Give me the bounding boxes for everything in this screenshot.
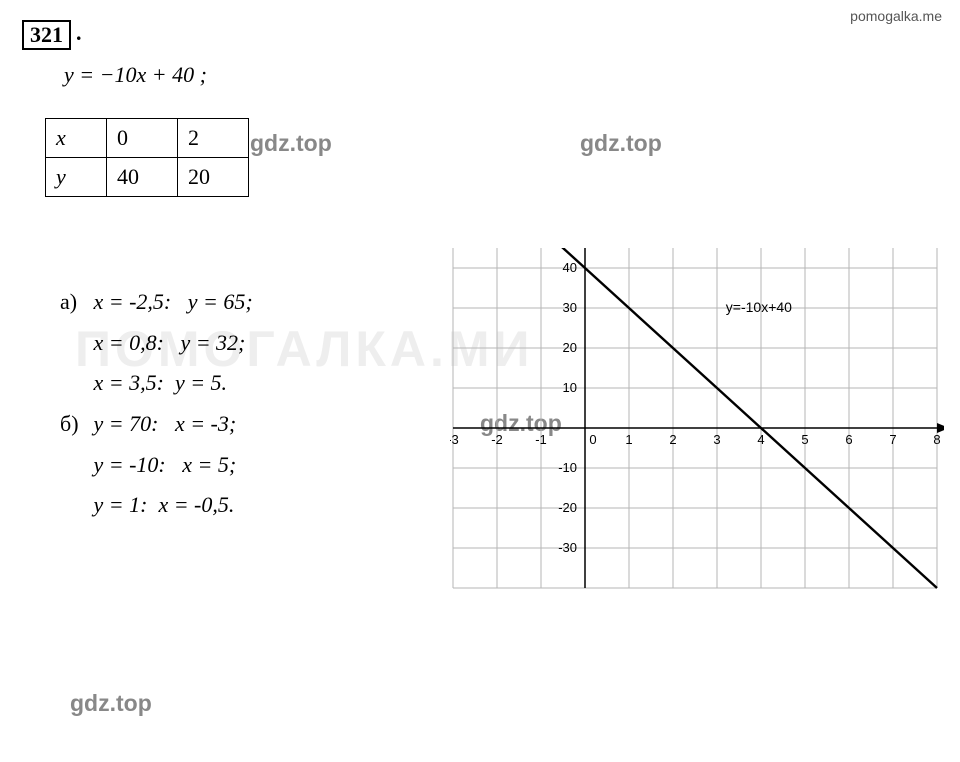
answer-line: x = 0,8: y = 32; bbox=[60, 323, 253, 364]
part-label: а) bbox=[60, 282, 88, 323]
table-cell: 0 bbox=[107, 119, 178, 158]
answer-lhs: x = 0,8: bbox=[94, 330, 164, 355]
watermark-text: gdz.top bbox=[250, 130, 332, 157]
answer-line: x = 3,5: y = 5. bbox=[60, 363, 253, 404]
answer-line: y = -10: x = 5; bbox=[60, 445, 253, 486]
answer-rhs: y = 32; bbox=[180, 330, 245, 355]
answer-rhs: y = 65; bbox=[188, 289, 253, 314]
svg-text:10: 10 bbox=[563, 380, 577, 395]
problem-number-dot: . bbox=[76, 20, 82, 46]
table-cell: 20 bbox=[178, 158, 249, 197]
value-table: x 0 2 y 40 20 bbox=[45, 118, 249, 197]
svg-text:40: 40 bbox=[563, 260, 577, 275]
answer-rhs: x = -0,5. bbox=[158, 492, 234, 517]
svg-text:0: 0 bbox=[589, 432, 596, 447]
svg-text:4: 4 bbox=[757, 432, 764, 447]
table-row: x 0 2 bbox=[46, 119, 249, 158]
svg-text:6: 6 bbox=[845, 432, 852, 447]
line-chart: -3-2-1123456780-30-20-101020304050607080… bbox=[450, 248, 944, 748]
answer-line: а) x = -2,5: y = 65; bbox=[60, 282, 253, 323]
watermark-text: gdz.top bbox=[580, 130, 662, 157]
answer-lhs: y = 1: bbox=[94, 492, 148, 517]
svg-text:-30: -30 bbox=[558, 540, 577, 555]
table-cell: 40 bbox=[107, 158, 178, 197]
site-credit: pomogalka.me bbox=[850, 8, 942, 24]
main-equation: y = −10x + 40 ; bbox=[64, 62, 207, 88]
svg-text:3: 3 bbox=[713, 432, 720, 447]
answer-lhs: x = 3,5: bbox=[94, 370, 164, 395]
svg-text:30: 30 bbox=[563, 300, 577, 315]
svg-text:1: 1 bbox=[625, 432, 632, 447]
answer-rhs: y = 5. bbox=[175, 370, 227, 395]
svg-text:y=-10x+40: y=-10x+40 bbox=[726, 299, 792, 315]
answer-rhs: x = 5; bbox=[182, 452, 236, 477]
svg-text:7: 7 bbox=[889, 432, 896, 447]
table-cell: x bbox=[46, 119, 107, 158]
answer-line: б) y = 70: x = -3; bbox=[60, 404, 253, 445]
problem-number-box: 321 bbox=[22, 20, 71, 50]
answer-lhs: y = 70: bbox=[94, 411, 159, 436]
answers-block: а) x = -2,5: y = 65; x = 0,8: y = 32; x … bbox=[60, 282, 253, 526]
answer-line: y = 1: x = -0,5. bbox=[60, 485, 253, 526]
answer-rhs: x = -3; bbox=[175, 411, 236, 436]
svg-text:-3: -3 bbox=[450, 432, 459, 447]
svg-text:20: 20 bbox=[563, 340, 577, 355]
svg-text:2: 2 bbox=[669, 432, 676, 447]
answer-lhs: x = -2,5: bbox=[94, 289, 172, 314]
table-cell: y bbox=[46, 158, 107, 197]
watermark-text: gdz.top bbox=[70, 690, 152, 717]
svg-text:-20: -20 bbox=[558, 500, 577, 515]
table-row: y 40 20 bbox=[46, 158, 249, 197]
part-label: б) bbox=[60, 404, 88, 445]
svg-text:8: 8 bbox=[933, 432, 940, 447]
svg-text:-2: -2 bbox=[491, 432, 503, 447]
answer-lhs: y = -10: bbox=[94, 452, 166, 477]
svg-text:-10: -10 bbox=[558, 460, 577, 475]
table-cell: 2 bbox=[178, 119, 249, 158]
svg-text:-1: -1 bbox=[535, 432, 547, 447]
svg-text:5: 5 bbox=[801, 432, 808, 447]
